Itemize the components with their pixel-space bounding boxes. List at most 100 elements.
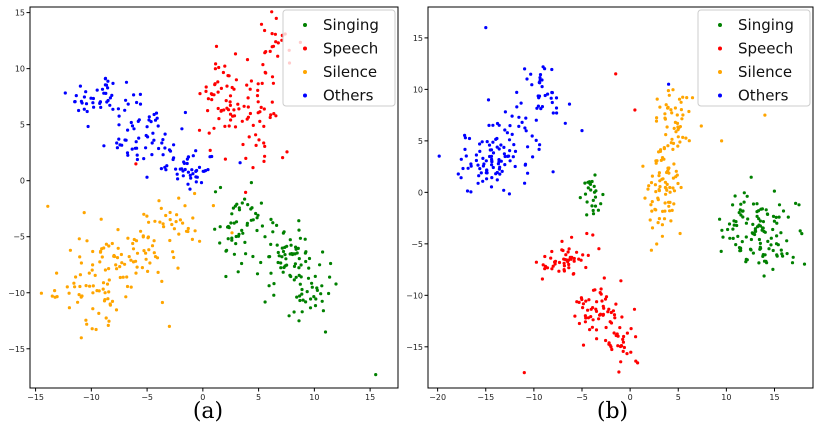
data-point <box>213 227 217 231</box>
legend-label-others: Others <box>323 87 374 105</box>
data-point <box>758 224 763 228</box>
data-point <box>178 218 182 222</box>
data-point <box>679 185 683 190</box>
data-point <box>230 212 234 216</box>
data-point <box>217 65 221 70</box>
data-point <box>163 146 167 150</box>
data-point <box>137 136 141 140</box>
data-point <box>172 143 176 147</box>
data-point <box>260 81 264 85</box>
data-point <box>678 231 682 236</box>
data-point <box>731 227 735 231</box>
data-point <box>643 196 647 200</box>
data-point <box>328 275 332 279</box>
data-point <box>123 108 127 112</box>
data-point <box>304 300 308 304</box>
data-point <box>467 136 472 141</box>
data-point <box>543 264 548 268</box>
data-point <box>802 262 807 266</box>
data-point <box>172 227 176 231</box>
y-tick-label: −15 <box>8 345 25 354</box>
data-point <box>110 241 114 246</box>
data-point <box>567 258 571 262</box>
data-point <box>687 109 691 114</box>
data-point <box>145 214 149 218</box>
data-point <box>746 217 750 221</box>
data-point <box>292 310 296 314</box>
data-point <box>118 265 122 269</box>
data-point <box>550 249 554 254</box>
series-speech <box>522 72 640 375</box>
data-point <box>282 265 286 270</box>
data-point <box>490 163 494 167</box>
data-point <box>73 100 77 104</box>
data-point <box>777 203 782 207</box>
data-point <box>185 157 189 161</box>
data-point <box>84 90 88 94</box>
data-point <box>476 163 480 167</box>
data-point <box>327 291 331 296</box>
data-point <box>577 257 581 261</box>
subfigure-caption: (a) <box>193 399 223 424</box>
y-tick-label: 0 <box>418 188 423 197</box>
data-point <box>668 200 672 204</box>
data-point <box>263 300 267 304</box>
data-point <box>255 216 259 220</box>
data-point <box>170 222 174 227</box>
data-point <box>135 157 139 162</box>
data-point <box>308 306 313 310</box>
data-point <box>664 133 668 137</box>
data-point <box>276 250 280 255</box>
data-point <box>234 242 238 246</box>
data-point <box>619 360 623 364</box>
data-point <box>543 67 547 71</box>
data-point <box>517 124 521 128</box>
data-point <box>101 287 105 291</box>
data-point <box>550 67 554 72</box>
data-point <box>550 91 555 95</box>
data-point <box>269 217 273 221</box>
data-point <box>663 180 668 184</box>
data-point <box>161 222 165 226</box>
data-point <box>601 192 605 197</box>
data-point <box>673 106 678 110</box>
data-point <box>762 259 767 263</box>
series-others <box>437 26 671 196</box>
data-point <box>299 263 303 267</box>
data-point <box>120 261 124 265</box>
y-tick-label: 5 <box>418 137 423 146</box>
data-point <box>63 91 67 95</box>
data-point <box>234 234 238 239</box>
data-point <box>727 222 732 226</box>
subfigure-caption: (b) <box>597 399 628 424</box>
plot-frame <box>29 6 399 389</box>
data-point <box>583 320 588 324</box>
data-point <box>254 211 258 216</box>
data-point <box>114 263 118 267</box>
data-point <box>779 248 783 252</box>
data-point <box>578 196 582 200</box>
data-point <box>258 119 262 123</box>
data-point <box>127 255 131 259</box>
data-point <box>67 306 71 310</box>
data-point <box>766 239 770 243</box>
data-point <box>305 290 309 294</box>
data-point <box>276 260 280 265</box>
data-point <box>276 54 280 58</box>
data-point <box>144 257 148 261</box>
data-point <box>599 292 603 296</box>
data-point <box>241 142 245 147</box>
data-point <box>774 215 778 219</box>
data-point <box>503 154 507 159</box>
data-point <box>530 134 534 138</box>
data-point <box>485 140 489 144</box>
data-point <box>604 338 608 343</box>
data-point <box>116 228 120 232</box>
data-point <box>593 195 598 199</box>
data-point <box>138 102 143 106</box>
data-point <box>268 49 272 54</box>
plot-frame <box>427 6 814 389</box>
data-point <box>167 324 171 328</box>
data-point <box>262 159 266 163</box>
data-point <box>144 146 148 150</box>
